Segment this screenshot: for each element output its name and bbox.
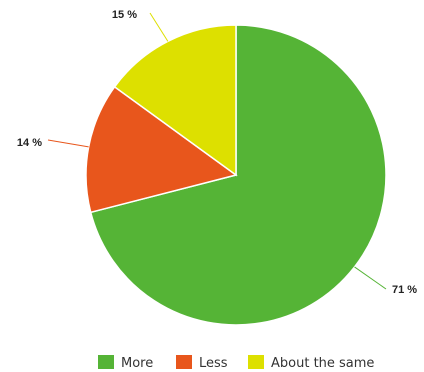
legend-swatch-less <box>176 355 192 369</box>
legend-item-less[interactable]: Less <box>176 355 228 371</box>
connector-more <box>354 266 387 290</box>
label-connectors <box>47 12 387 290</box>
slice-label-more: 71 % <box>392 284 417 296</box>
connector-about-the-same <box>149 12 169 42</box>
slice-labels: 71 % 14 % 15 % <box>17 9 417 296</box>
legend-item-more[interactable]: More <box>98 355 153 371</box>
legend-swatch-more <box>98 355 114 369</box>
pie-slice-less[interactable] <box>85 85 238 214</box>
connector-less <box>47 139 89 148</box>
legend-label-less: Less <box>199 356 228 371</box>
legend-label-about-the-same: About the same <box>271 356 374 371</box>
legend-swatch-about-the-same <box>248 355 264 369</box>
pie-slices <box>85 24 387 326</box>
slice-label-about-the-same: 15 % <box>112 9 137 21</box>
legend: More Less About the same <box>98 355 374 371</box>
legend-label-more: More <box>121 356 153 371</box>
slice-label-less: 14 % <box>17 137 42 149</box>
legend-item-about-the-same[interactable]: About the same <box>248 355 374 371</box>
